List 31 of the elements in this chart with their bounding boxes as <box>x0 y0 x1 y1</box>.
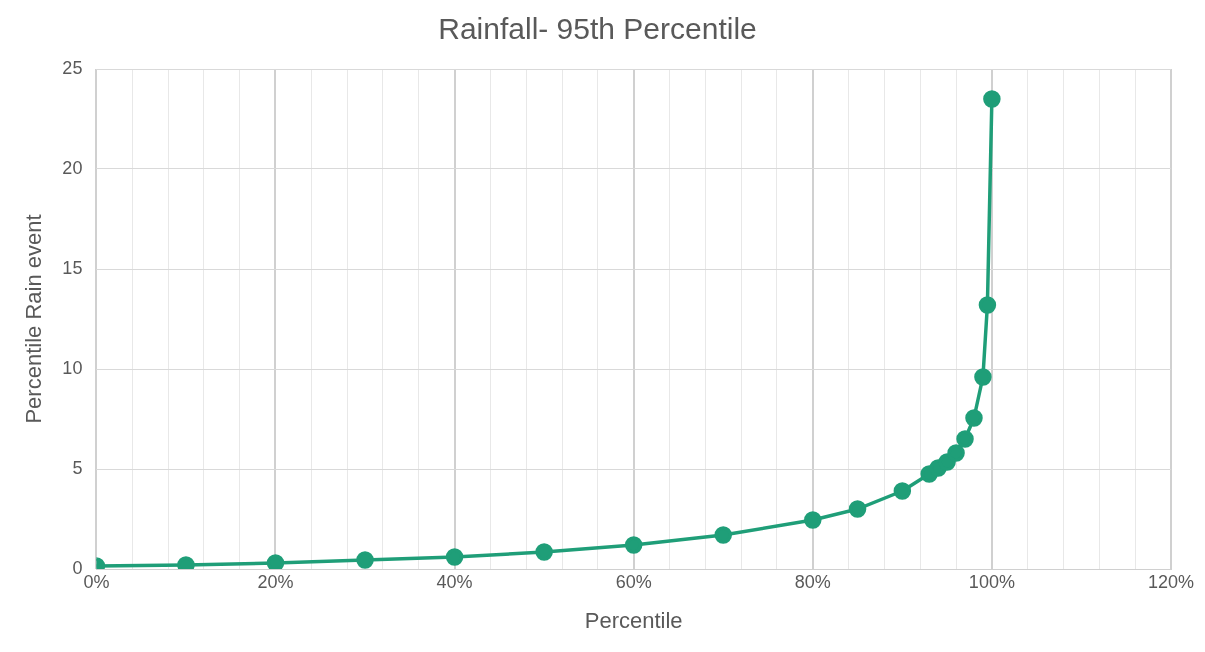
point <box>714 526 732 544</box>
y-axis-title: Percentile Rain event <box>21 214 47 424</box>
x-tick-label: 40% <box>436 571 473 592</box>
point <box>978 296 997 314</box>
point <box>535 543 553 561</box>
x-tick-label: 100% <box>968 571 1015 592</box>
point <box>893 482 912 500</box>
point <box>965 409 983 427</box>
y-tick-label: 5 <box>72 457 83 478</box>
point <box>956 430 974 448</box>
point <box>983 90 1001 108</box>
point <box>266 554 285 569</box>
x-tick-label: 80% <box>794 571 831 592</box>
point <box>356 551 374 569</box>
x-tick-label: 0% <box>83 571 110 592</box>
point <box>974 368 992 386</box>
point <box>848 500 867 518</box>
x-tick-label: 60% <box>615 571 652 592</box>
point <box>804 511 822 529</box>
y-tick-label: 0 <box>72 557 83 578</box>
y-tick-label: 10 <box>62 357 83 378</box>
chart-title: Rainfall- 95th Percentile <box>438 12 757 46</box>
x-tick-label: 20% <box>257 571 294 592</box>
point <box>445 548 464 566</box>
point <box>624 536 643 554</box>
x-axis-title: Percentile <box>584 607 683 633</box>
y-tick-label: 15 <box>62 257 83 278</box>
x-tick-label: 120% <box>1147 571 1194 592</box>
y-tick-label: 20 <box>62 157 83 178</box>
y-tick-label: 25 <box>62 57 83 78</box>
point <box>947 444 965 462</box>
